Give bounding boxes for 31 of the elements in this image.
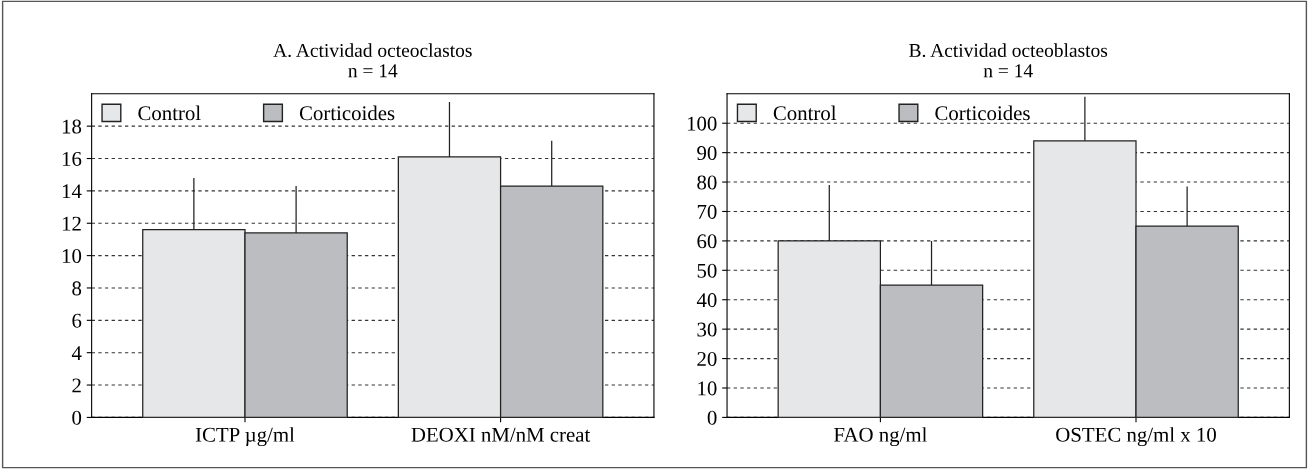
y-tick-label: 80 xyxy=(697,175,717,190)
legend-label: Control xyxy=(773,105,837,121)
y-tick-label: 10 xyxy=(62,248,82,264)
legend-label: Control xyxy=(138,105,201,121)
y-tick-label: 30 xyxy=(697,322,717,337)
y-tick-label: 40 xyxy=(696,293,717,308)
y-tick-label: 8 xyxy=(72,281,82,296)
y-tick-label: 6 xyxy=(72,313,82,328)
y-tick-label: 10 xyxy=(698,381,717,396)
y-tick-label: 20 xyxy=(697,351,717,367)
x-tick-label: FAO ng/ml xyxy=(834,427,927,447)
y-tick-label: 14 xyxy=(62,184,82,199)
x-tick-label: OSTEC ng/ml x 10 xyxy=(1056,427,1216,447)
legend-label: Corticoides xyxy=(935,105,1030,121)
legend-label: Corticoides xyxy=(299,105,395,121)
y-tick-label: 0 xyxy=(72,410,82,425)
y-tick-label: 50 xyxy=(697,263,717,278)
chart-title: A. Actividad octeoclastos n = 14 xyxy=(273,43,472,78)
y-tick-label: 2 xyxy=(72,378,81,393)
y-tick-label: 12 xyxy=(62,216,81,231)
y-tick-label: 90 xyxy=(697,146,717,161)
y-tick-label: 100 xyxy=(687,116,717,131)
y-tick-label: 70 xyxy=(697,204,717,219)
y-tick-label: 60 xyxy=(697,234,717,249)
y-tick-label: 0 xyxy=(707,410,717,425)
y-tick-label: 4 xyxy=(71,346,82,360)
chart-title: B. Actividad octeoblastos n = 14 xyxy=(909,43,1108,78)
y-tick-label: 18 xyxy=(62,119,82,134)
x-tick-label: ICTP µg/ml xyxy=(195,427,295,447)
x-tick-label: DEOXI nM/nM creat xyxy=(411,427,591,442)
y-tick-label: 16 xyxy=(62,151,82,166)
